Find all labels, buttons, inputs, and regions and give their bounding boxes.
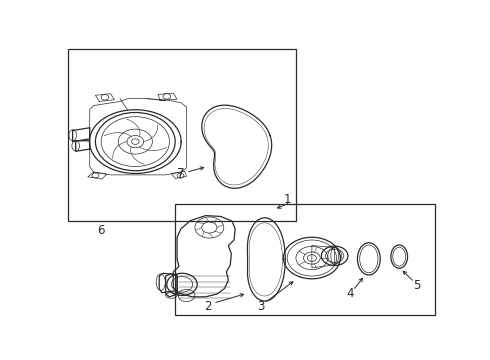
Text: 6: 6 — [98, 224, 105, 237]
Text: 3: 3 — [257, 300, 264, 313]
Text: 4: 4 — [347, 287, 354, 300]
Bar — [68, 49, 296, 221]
Text: 1: 1 — [283, 193, 291, 206]
Text: 7: 7 — [177, 167, 185, 180]
Text: 5: 5 — [413, 279, 420, 292]
Bar — [175, 204, 435, 315]
Text: 2: 2 — [204, 300, 211, 313]
